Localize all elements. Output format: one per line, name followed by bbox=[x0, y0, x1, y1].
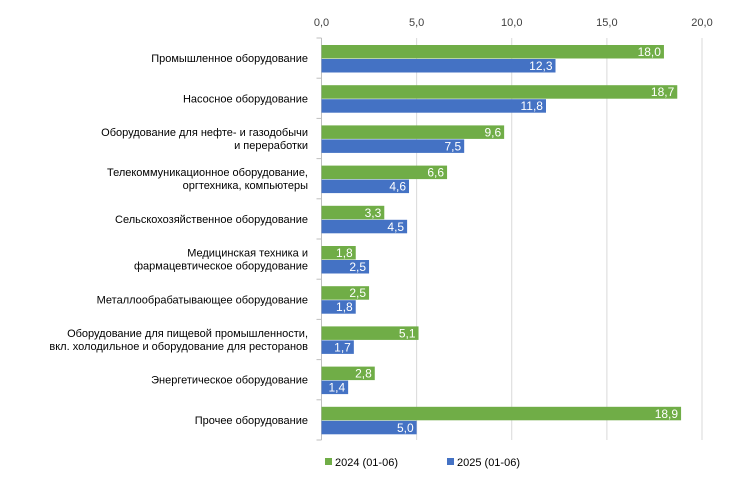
data-label: 11,8 bbox=[521, 99, 544, 113]
x-tick-label: 15,0 bbox=[596, 17, 617, 29]
category-label: вкл. холодильное и оборудование для рест… bbox=[49, 341, 308, 353]
bar-2025 bbox=[321, 219, 408, 234]
bar-2024 bbox=[321, 366, 375, 381]
x-tick-label: 20,0 bbox=[691, 17, 712, 29]
data-label: 6,6 bbox=[427, 166, 444, 180]
category-label: Сельскохозяйственное оборудование bbox=[115, 214, 308, 226]
data-label: 2,5 bbox=[349, 260, 366, 274]
bar-2025 bbox=[321, 139, 465, 153]
data-label: 18,9 bbox=[655, 407, 679, 421]
bar-2024 bbox=[321, 85, 678, 99]
bar-2025 bbox=[321, 260, 370, 274]
bar-2025 bbox=[321, 340, 354, 354]
category-label: Оборудование для пищевой промышленности, bbox=[67, 328, 308, 340]
bar-2024 bbox=[321, 125, 505, 139]
category-label: Энергетическое оборудование bbox=[151, 375, 308, 387]
data-label: 4,6 bbox=[389, 180, 406, 194]
data-label: 1,8 bbox=[336, 300, 353, 314]
x-tick-label: 5,0 bbox=[409, 17, 424, 29]
bar-2025 bbox=[321, 300, 356, 314]
data-label: 1,7 bbox=[334, 340, 351, 354]
data-label: 7,5 bbox=[445, 139, 462, 153]
x-tick-label: 0,0 bbox=[314, 17, 329, 29]
bar-2024 bbox=[321, 165, 448, 180]
data-label: 5,1 bbox=[399, 326, 416, 340]
data-label: 18,0 bbox=[638, 45, 662, 59]
data-label: 3,3 bbox=[365, 206, 382, 220]
category-label: оргтехника, компьютеры bbox=[183, 180, 309, 192]
data-label: 2,5 bbox=[349, 286, 366, 300]
category-label: и переработки bbox=[234, 140, 308, 152]
category-label: Телекоммуникационное оборудование, bbox=[107, 167, 308, 179]
bar-2024 bbox=[321, 246, 356, 260]
data-label: 12,3 bbox=[529, 59, 553, 73]
bar-2024 bbox=[321, 286, 370, 300]
bar-2024 bbox=[321, 205, 385, 220]
legend-swatch bbox=[325, 458, 332, 465]
data-label: 1,8 bbox=[336, 246, 353, 260]
data-label: 18,7 bbox=[651, 85, 675, 99]
bar-2024 bbox=[321, 326, 419, 340]
category-label: Медицинская техника и bbox=[187, 248, 308, 260]
bar-2024 bbox=[321, 406, 682, 421]
bar-2025 bbox=[321, 59, 556, 73]
category-label: Оборудование для нефте- и газодобычи bbox=[101, 127, 308, 139]
data-label: 5,0 bbox=[397, 421, 414, 435]
data-label: 2,8 bbox=[355, 367, 372, 381]
bar-2025 bbox=[321, 420, 417, 435]
bar-2025 bbox=[321, 99, 546, 113]
category-label: Металлообрабатывающее оборудование bbox=[97, 294, 308, 306]
bar-2025 bbox=[321, 380, 349, 395]
legend-swatch bbox=[447, 458, 454, 465]
bar-2024 bbox=[321, 45, 664, 59]
data-label: 4,5 bbox=[387, 220, 404, 234]
category-label: Прочее оборудование bbox=[195, 415, 308, 427]
legend-label: 2024 (01-06) bbox=[335, 457, 398, 469]
x-tick-label: 10,0 bbox=[501, 17, 522, 29]
legend-label: 2025 (01-06) bbox=[457, 457, 520, 469]
data-label: 1,4 bbox=[328, 381, 345, 395]
category-label: фармацевтическое оборудование bbox=[134, 261, 308, 273]
bar-2025 bbox=[321, 179, 410, 194]
data-label: 9,6 bbox=[484, 125, 501, 139]
category-label: Насосное оборудование bbox=[183, 93, 308, 105]
category-label: Промышленное оборудование bbox=[151, 53, 308, 65]
